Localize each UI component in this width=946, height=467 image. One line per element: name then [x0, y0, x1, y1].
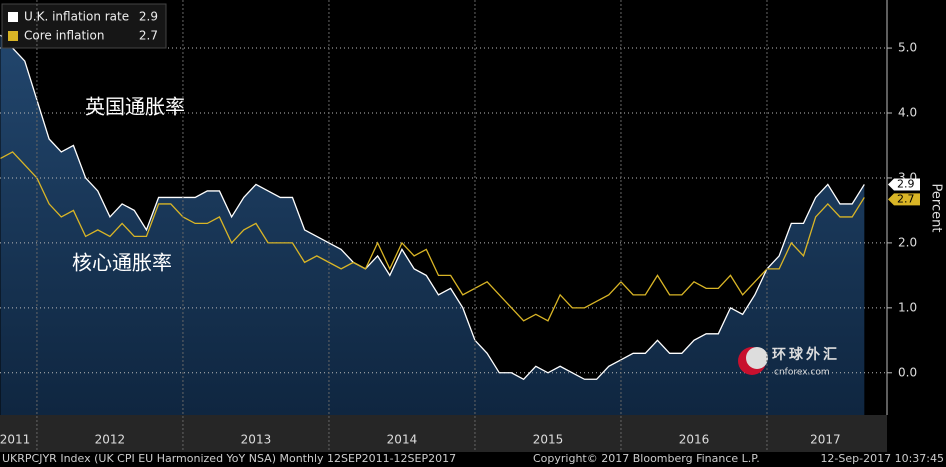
legend-label: U.K. inflation rate	[24, 10, 129, 24]
footer: Copyright© 2017 Bloomberg Finance L.P.	[533, 452, 760, 465]
watermark-text: 环球外汇	[772, 346, 840, 363]
value-tag-label: 2.9	[897, 177, 915, 190]
legend	[1, 3, 167, 49]
y-tick-label: 5.0	[898, 41, 917, 55]
watermark-logo	[746, 347, 768, 369]
watermark: 环球外汇 cnforex.com	[738, 346, 840, 378]
line	[0, 34, 865, 381]
legend-swatch	[8, 31, 18, 41]
y-axis-label: Percent	[929, 184, 944, 233]
area	[0, 35, 865, 415]
watermark-text: cnforex.com	[774, 368, 830, 378]
footer: 12-Sep-2017 10:37:45	[820, 452, 944, 465]
y-tick-label: 1.0	[898, 300, 917, 314]
legend-value: 2.7	[139, 29, 158, 43]
x-tick-label: 2013	[241, 433, 272, 447]
annotation: 核心通胀率	[72, 251, 172, 275]
y-tick-label: 2.0	[898, 235, 917, 249]
y-tick-label: 4.0	[898, 106, 917, 120]
x-tick-label: 2016	[679, 433, 710, 447]
line	[0, 151, 865, 322]
x-tick-label: 2014	[387, 433, 418, 447]
value-tag-label: 2.7	[897, 192, 915, 205]
x-axis-band	[0, 415, 887, 452]
footer: UKRPCJYR Index (UK CPI EU Harmonized YoY…	[2, 452, 456, 465]
value-tag	[888, 178, 920, 191]
annotation: 英国通胀率	[85, 95, 185, 119]
x-tick-label: 2011	[0, 433, 30, 447]
x-tick-label: 2017	[810, 433, 841, 447]
legend-value: 2.9	[139, 10, 158, 24]
x-tick-label: 2015	[533, 433, 564, 447]
plot-area	[0, 34, 887, 415]
x-tick-label: 2012	[95, 433, 126, 447]
value-tag	[888, 193, 920, 206]
y-tick-label: 0.0	[898, 365, 917, 379]
legend-label: Core inflation	[24, 29, 104, 43]
legend-swatch	[8, 12, 18, 22]
